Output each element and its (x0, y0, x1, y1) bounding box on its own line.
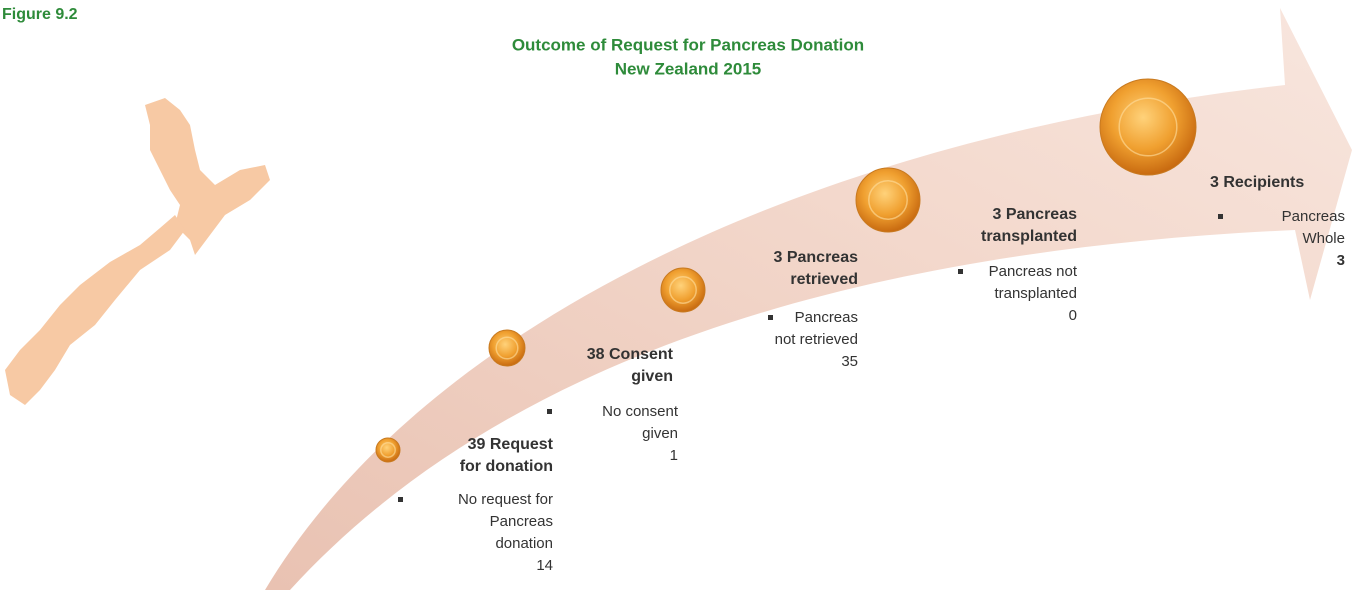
stage-detail: not retrieved (775, 331, 858, 348)
arrow (265, 8, 1352, 590)
bullet (768, 315, 773, 320)
stage-heading: 3 Pancreas (992, 206, 1077, 223)
stage-heading: 38 Consent (587, 346, 674, 363)
stage-heading: for donation (460, 458, 553, 475)
stage-heading: transplanted (981, 228, 1077, 245)
stage-marker-inner (868, 180, 908, 220)
new-zealand-map (5, 98, 270, 405)
stage-marker-inner (1118, 97, 1178, 157)
stage-heading: given (631, 368, 673, 385)
stage-marker-inner (495, 336, 519, 360)
stage-detail: Pancreas (490, 513, 553, 530)
stage-marker (855, 167, 921, 233)
stage-marker (660, 267, 706, 313)
bullet (1218, 214, 1223, 219)
subtitle: New Zealand 2015 (615, 59, 761, 78)
stage-marker (488, 329, 526, 367)
bullet (398, 497, 403, 502)
stage-count: 1 (670, 447, 678, 464)
stage-marker-inner (380, 442, 396, 458)
stage-detail: Pancreas (1282, 208, 1345, 225)
stage-detail: Pancreas (795, 309, 858, 326)
bullet (958, 269, 963, 274)
stage-marker (375, 437, 401, 463)
stage-heading: 3 Pancreas (773, 249, 858, 266)
stage-count: 14 (536, 557, 553, 574)
stage-marker (1099, 78, 1197, 176)
title: Outcome of Request for Pancreas Donation (512, 35, 864, 54)
stage-heading: retrieved (790, 271, 858, 288)
stage-count: 3 (1337, 252, 1345, 269)
stage-marker-inner (669, 276, 697, 304)
stage-count: 35 (841, 353, 858, 370)
stage-heading: 39 Request (468, 436, 554, 453)
stage-detail: donation (495, 535, 553, 552)
stage-detail: No request for (458, 491, 553, 508)
stage-heading: 3 Recipients (1210, 174, 1304, 191)
stage-detail: No consent (602, 403, 679, 420)
stage-detail: given (642, 425, 678, 442)
bullet (547, 409, 552, 414)
stage-detail: Whole (1302, 230, 1345, 247)
figure-label: Figure 9.2 (2, 6, 78, 23)
stage-detail: transplanted (994, 285, 1077, 302)
stage-detail: Pancreas not (989, 263, 1078, 280)
stage-count: 0 (1069, 307, 1077, 324)
